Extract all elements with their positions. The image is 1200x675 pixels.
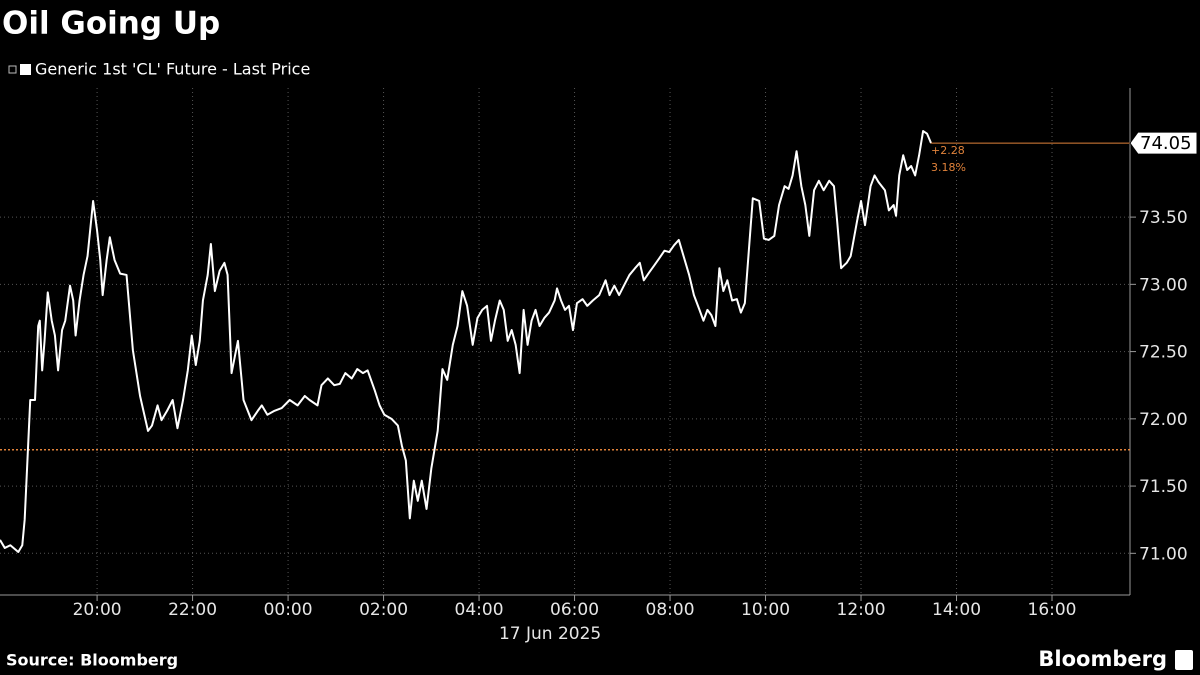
source: Source: Bloomberg — [6, 651, 178, 670]
y-tick-label: 73.50 — [1139, 208, 1188, 228]
y-tick-label: 73.00 — [1139, 275, 1188, 295]
y-tick-label: 72.50 — [1139, 343, 1188, 363]
change-pct-label: 3.18% — [931, 161, 966, 174]
x-tick-label: 20:00 — [73, 600, 122, 620]
legend-label: Generic 1st 'CL' Future - Last Price — [35, 60, 310, 79]
legend-frame — [8, 65, 17, 74]
plot: 71.00 71.50 72.00 72.50 73.00 73.50 20:00 22:00… — [0, 88, 1198, 644]
x-tick-label: 10:00 — [741, 600, 790, 620]
x-tick-label: 08:00 — [646, 600, 695, 620]
change-label: +2.28 — [931, 144, 965, 157]
date-label: 17 Jun 2025 — [499, 624, 601, 644]
x-tick-label: 14:00 — [932, 600, 981, 620]
y-tick-label: 71.50 — [1139, 477, 1188, 497]
x-tick-label: 06:00 — [550, 600, 599, 620]
x-tick-label: 04:00 — [455, 600, 504, 620]
legend-swatch — [20, 64, 31, 75]
chart-title: Oil Going Up — [2, 6, 220, 42]
brand-icon — [1175, 650, 1193, 670]
x-tick-label: 16:00 — [1028, 600, 1077, 620]
last-price-box — [1129, 131, 1198, 155]
last-price-label: 74.05 — [1140, 133, 1192, 154]
x-tick-label: 00:00 — [264, 600, 313, 620]
brand-logo: Bloomberg — [1038, 647, 1167, 671]
price-line — [0, 130, 932, 553]
x-tick-label: 12:00 — [837, 600, 886, 620]
y-tick-label: 71.00 — [1139, 544, 1188, 564]
x-tick-label: 22:00 — [168, 600, 217, 620]
x-tick-label: 02:00 — [359, 600, 408, 620]
y-tick-label: 72.00 — [1139, 410, 1188, 430]
